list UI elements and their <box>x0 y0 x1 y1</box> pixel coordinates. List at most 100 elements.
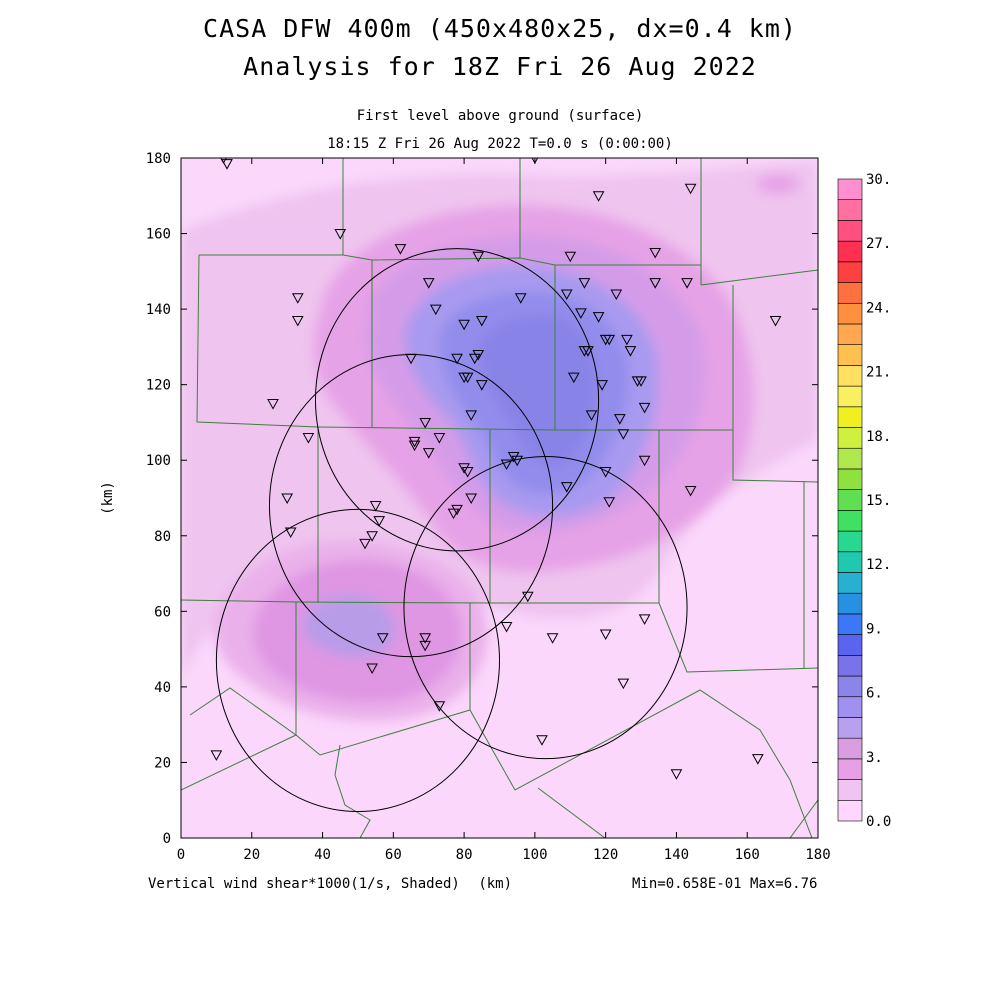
station-marker <box>461 372 474 384</box>
colorbar-swatch <box>837 572 863 594</box>
colorbar-swatch <box>837 551 863 573</box>
colorbar-swatch <box>837 737 863 760</box>
station-marker <box>422 278 435 289</box>
y-tick-label: 160 <box>146 227 171 243</box>
station-marker <box>394 244 407 255</box>
station-marker <box>373 516 386 527</box>
station-marker <box>419 633 432 644</box>
station-marker <box>475 315 488 327</box>
station-marker <box>291 293 304 304</box>
station-marker <box>408 436 421 448</box>
station-marker <box>433 433 446 444</box>
station-marker <box>465 493 478 505</box>
figure-title-line2: Analysis for 18Z Fri 26 Aug 2022 <box>243 52 757 81</box>
station-marker <box>221 159 233 170</box>
station-marker <box>684 485 697 497</box>
station-marker <box>500 459 513 471</box>
colorbar-swatch <box>837 758 863 780</box>
station-marker <box>617 678 630 690</box>
station-marker <box>472 251 485 263</box>
station-marker <box>751 754 764 765</box>
station-marker <box>500 621 513 633</box>
x-axis: 0 20 40 60 80 100 120 140 160 180 <box>177 158 831 863</box>
colorbar-swatch <box>837 385 863 408</box>
colorbar-swatch <box>837 779 863 801</box>
colorbar-labels: 0.0 3. 6. 9. 12. 15. 18. 21. 24. 27. 30. <box>866 172 891 830</box>
station-marker <box>366 663 378 675</box>
station-marker <box>624 346 637 357</box>
station-marker <box>521 591 534 603</box>
station-marker <box>475 380 488 391</box>
station-marker <box>649 247 662 259</box>
colorbar-swatch <box>837 178 863 201</box>
colorbar-swatch <box>837 696 863 718</box>
station-marker <box>638 614 651 625</box>
radar-range-ring <box>314 248 600 552</box>
colorbar-swatch <box>837 489 863 511</box>
station-marker <box>638 455 651 467</box>
colorbar-swatch <box>837 365 863 387</box>
station-marker <box>281 493 294 505</box>
shading-field <box>181 158 818 838</box>
station-marker <box>670 769 683 780</box>
colorbar-swatch <box>837 220 863 242</box>
y-tick-label: 60 <box>154 604 171 620</box>
colorbar <box>837 178 863 822</box>
station-marker <box>291 315 304 327</box>
radar-range-ring <box>403 455 688 760</box>
x-tick-label: 160 <box>735 847 760 863</box>
station-marker <box>461 467 474 478</box>
level-label: First level above ground (surface) <box>356 108 644 124</box>
colorbar-label: 6. <box>866 686 883 702</box>
station-marker <box>596 380 608 391</box>
colorbar-swatch <box>837 592 863 615</box>
station-marker <box>536 735 548 746</box>
footer-variable-label: Vertical wind shear*1000(1/s, Shaded) <box>148 876 460 892</box>
x-tick-label: 80 <box>456 847 473 863</box>
station-marker <box>433 701 446 712</box>
y-tick-label: 80 <box>154 529 171 545</box>
station-marker <box>210 750 223 761</box>
radar-range-rings <box>215 248 688 813</box>
colorbar-swatch <box>837 634 863 656</box>
footer-variable: Vertical wind shear*1000(1/s, Shaded) (k… <box>148 876 512 892</box>
station-marker <box>458 319 470 331</box>
time-label: 18:15 Z Fri 26 Aug 2022 T=0.0 s (0:00:00… <box>327 136 673 152</box>
station-marker <box>617 429 630 440</box>
station-marker <box>465 410 478 421</box>
colorbar-swatch <box>837 675 863 698</box>
station-marker <box>302 433 315 444</box>
colorbar-swatch <box>837 199 863 221</box>
station-marker <box>546 633 559 644</box>
station-marker <box>567 372 580 384</box>
station-marker <box>511 455 524 467</box>
station-marker <box>592 312 605 323</box>
y-tick-label: 140 <box>146 302 171 318</box>
colorbar-swatch <box>837 530 863 553</box>
figure-title-line1: CASA DFW 400m (450x480x25, dx=0.4 km) <box>203 14 797 43</box>
colorbar-swatch <box>837 447 863 470</box>
colorbar-swatch <box>837 282 863 304</box>
station-marker <box>560 289 573 301</box>
station-marker <box>769 315 782 327</box>
y-tick-label: 0 <box>163 831 171 847</box>
colorbar-swatch <box>837 240 863 263</box>
station-marker <box>284 527 297 539</box>
station-marker <box>585 410 598 421</box>
footer-minmax: Min=0.658E-01 Max=6.76 <box>632 876 818 892</box>
colorbar-label: 0.0 <box>866 814 891 830</box>
station-marker <box>599 629 612 641</box>
station-marker <box>451 353 463 365</box>
station-marker <box>599 467 612 478</box>
station-marker <box>603 334 616 346</box>
colorbar-label: 12. <box>866 557 891 573</box>
colorbar-swatch <box>837 717 863 739</box>
y-tick-label: 180 <box>146 151 171 167</box>
station-marker <box>468 353 481 365</box>
colorbar-label: 18. <box>866 429 891 445</box>
colorbar-swatch <box>837 613 863 635</box>
colorbar-swatch <box>837 427 863 449</box>
colorbar-label: 27. <box>866 236 891 252</box>
y-tick-label: 120 <box>146 378 171 394</box>
station-marker <box>408 440 421 452</box>
